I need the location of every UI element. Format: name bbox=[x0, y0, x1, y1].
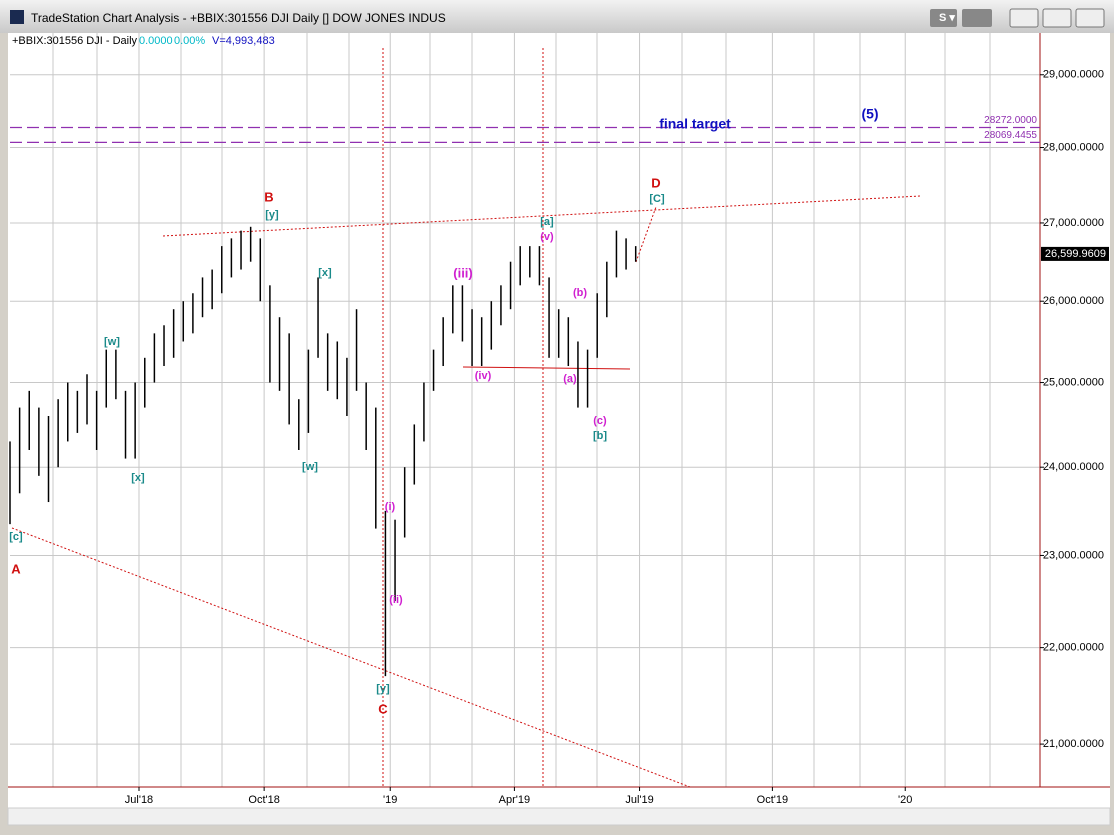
wave-label: B bbox=[264, 189, 273, 204]
title-bar bbox=[0, 0, 1114, 33]
toolbar-buttons: S ▾ bbox=[930, 8, 1105, 28]
y-tick-label: 23,000.0000 bbox=[1043, 549, 1104, 561]
wave-label: [a] bbox=[540, 216, 554, 228]
wave-label: (iv) bbox=[475, 370, 492, 382]
wave-label: [y] bbox=[376, 683, 390, 695]
wave-label: (iii) bbox=[453, 265, 473, 280]
y-tick-label: 29,000.0000 bbox=[1043, 69, 1104, 81]
close-button[interactable] bbox=[1075, 8, 1105, 28]
wave-label: C bbox=[378, 701, 388, 716]
minimize-button[interactable] bbox=[1009, 8, 1039, 28]
wave-label: (i) bbox=[385, 501, 396, 513]
target-level-label: 28069.4455 bbox=[984, 130, 1037, 141]
x-tick-label: Jul'18 bbox=[125, 794, 153, 806]
wave-label: (5) bbox=[861, 106, 878, 122]
wave-label: [w] bbox=[302, 461, 318, 473]
wave-label: (c) bbox=[593, 415, 607, 427]
wave-label: final target bbox=[659, 116, 731, 132]
target-level-label: 28272.0000 bbox=[984, 115, 1037, 126]
wave-label: (b) bbox=[573, 287, 587, 299]
price-axis bbox=[1040, 33, 1110, 787]
grid bbox=[10, 33, 1040, 787]
i-button[interactable] bbox=[962, 9, 992, 27]
y-tick-label: 21,000.0000 bbox=[1043, 738, 1104, 750]
date-axis bbox=[8, 787, 1110, 808]
wave-label: [b] bbox=[593, 430, 607, 442]
x-tick-label: Jul'19 bbox=[625, 794, 653, 806]
wave-label: [x] bbox=[131, 472, 145, 484]
x-tick-label: Oct'18 bbox=[248, 794, 279, 806]
wave-label: (ii) bbox=[389, 594, 403, 606]
last-price-box bbox=[1041, 246, 1109, 261]
plot-area bbox=[8, 33, 1040, 787]
s-button[interactable] bbox=[930, 9, 957, 27]
wave-label: (a) bbox=[563, 373, 577, 385]
wave-label: D bbox=[651, 175, 660, 190]
x-tick-label: Apr'19 bbox=[499, 794, 530, 806]
y-tick-label: 22,000.0000 bbox=[1043, 642, 1104, 654]
window-title: TradeStation Chart Analysis - +BBIX:3015… bbox=[31, 11, 446, 25]
y-tick-label: 24,000.0000 bbox=[1043, 461, 1104, 473]
change-pct: 0.00% bbox=[174, 35, 205, 47]
volume: V=4,993,483 bbox=[212, 35, 275, 47]
wave-label: [C] bbox=[649, 193, 665, 205]
app-icon bbox=[10, 10, 24, 24]
trend-lines bbox=[11, 48, 921, 788]
wave-label: (v) bbox=[540, 231, 554, 243]
wave-label: [c] bbox=[9, 531, 23, 543]
symbol: +BBIX:301556 DJI - Daily bbox=[12, 35, 138, 47]
x-tick-label: '19 bbox=[383, 794, 397, 806]
x-tick-label: Oct'19 bbox=[757, 794, 788, 806]
maximize-button[interactable] bbox=[1042, 8, 1072, 28]
wave-label: [x] bbox=[318, 267, 332, 279]
wave-label: [y] bbox=[265, 209, 279, 221]
wave-label: [w] bbox=[104, 336, 120, 348]
x-tick-label: '20 bbox=[898, 794, 912, 806]
scrollbar[interactable] bbox=[7, 807, 1111, 826]
y-tick-label: 28,000.0000 bbox=[1043, 141, 1104, 153]
y-tick-label: 26,000.0000 bbox=[1043, 295, 1104, 307]
wave-label: A bbox=[11, 561, 21, 576]
y-tick-label: 25,000.0000 bbox=[1043, 376, 1104, 388]
last-price-label: 26,599.9609 bbox=[1045, 248, 1106, 260]
header-legend: +BBIX:301556 DJI - Daily 0.0000 0.00% V=… bbox=[12, 35, 275, 47]
s-glyph: S ▾ bbox=[939, 12, 955, 24]
change: 0.0000 bbox=[139, 35, 173, 47]
y-tick-label: 27,000.0000 bbox=[1043, 217, 1104, 229]
